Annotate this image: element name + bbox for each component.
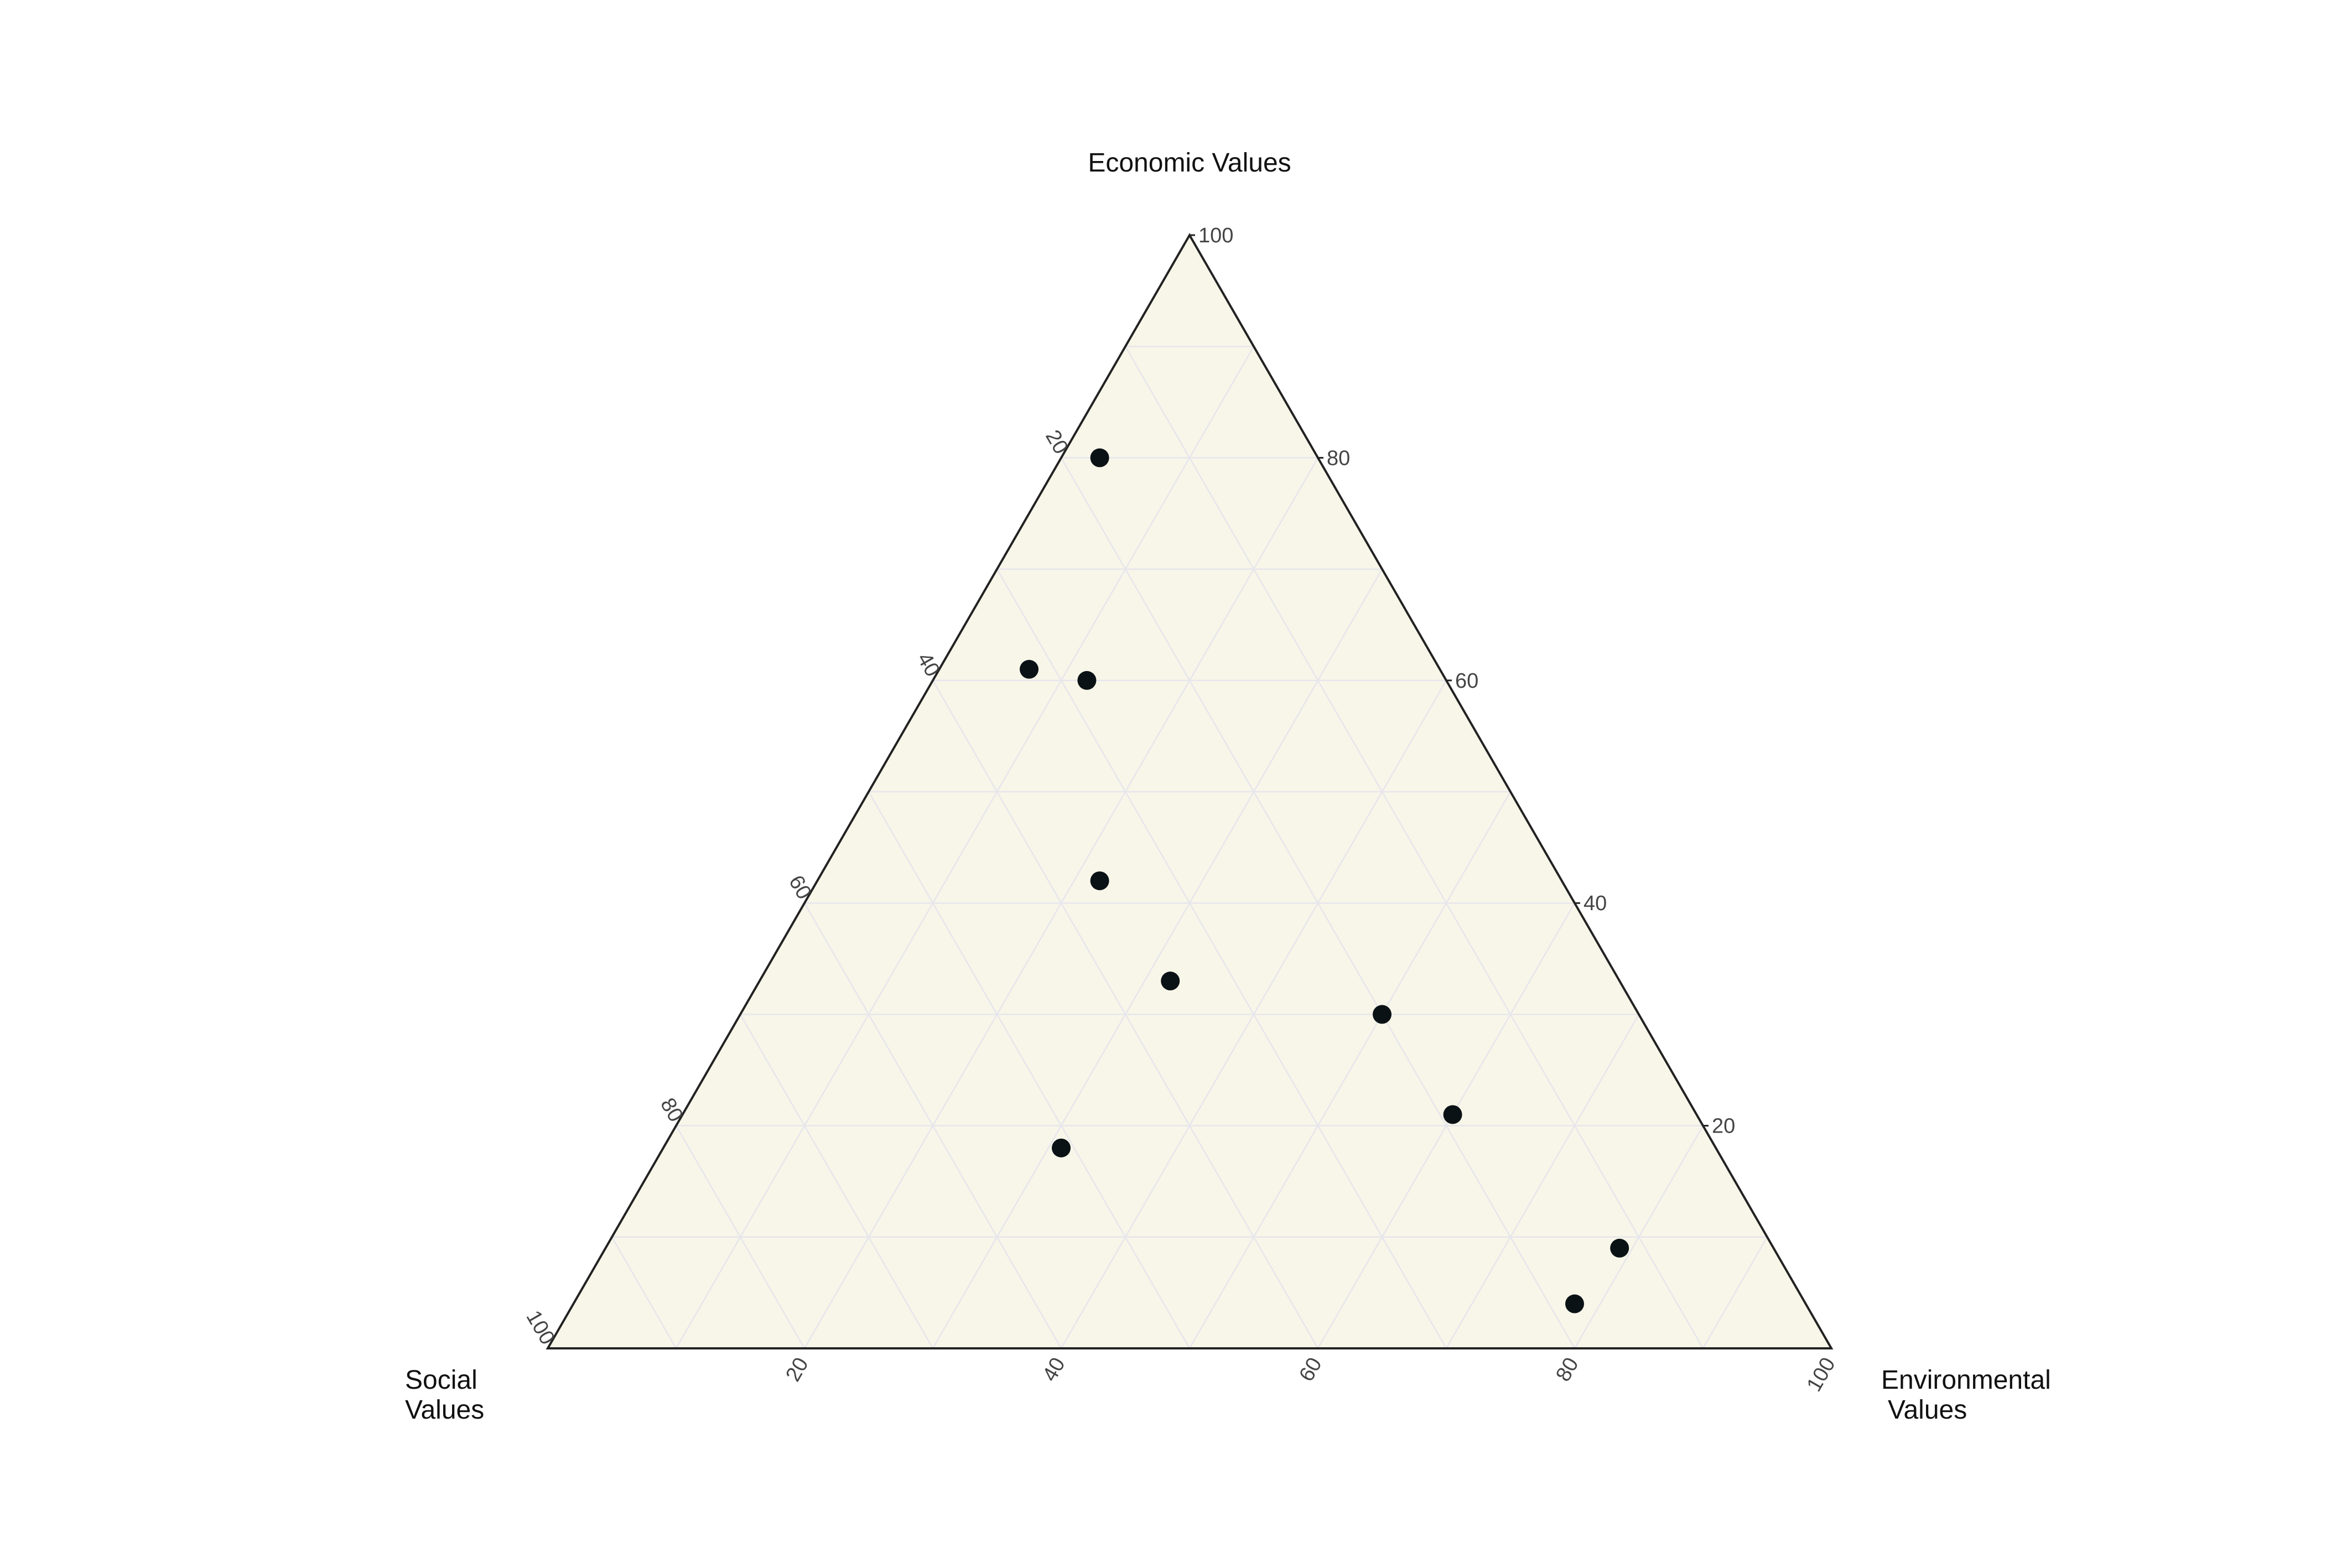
data-point <box>1373 1005 1392 1024</box>
axis-title-social: Social Values <box>405 1365 485 1425</box>
data-point <box>1443 1105 1462 1124</box>
tick-label-economic: 60 <box>1455 669 1478 693</box>
grid-line-environmental <box>1702 1237 1768 1349</box>
grid-line-social <box>868 791 1191 1349</box>
tick-label-economic: 40 <box>1583 892 1607 915</box>
tick-label-environmental: 20 <box>781 1354 813 1386</box>
grid-line-environmental <box>1574 1125 1704 1349</box>
data-point <box>1610 1238 1629 1258</box>
triangle-frame <box>546 232 1834 1349</box>
grid-line-social <box>611 1237 677 1349</box>
tick-label-environmental: 60 <box>1295 1354 1327 1386</box>
tick-label-economic: 20 <box>1712 1115 1735 1138</box>
data-point <box>1090 448 1109 468</box>
grid-line-environmental <box>1445 1014 1640 1349</box>
data-point <box>1052 1138 1071 1157</box>
grid-line-environmental <box>1317 902 1576 1349</box>
grid-line-social <box>675 1125 806 1349</box>
tick-label-environmental: 80 <box>1551 1354 1583 1386</box>
axis-title-environmental-line-1: Environmental <box>1881 1365 2051 1395</box>
axis-title-environmental: Environmental Values <box>1881 1365 2058 1425</box>
axis-title-economic: Economic Values <box>1088 148 1291 178</box>
tick-label-environmental: 100 <box>1803 1354 1840 1396</box>
data-point <box>1090 871 1109 890</box>
data-point <box>1020 660 1039 679</box>
data-points <box>1020 448 1629 1313</box>
axis-title-social-line-2: Values <box>405 1395 484 1425</box>
tick-label-economic: 80 <box>1327 446 1350 470</box>
grid-line-environmental <box>1188 791 1512 1349</box>
tick-label-economic: 100 <box>1198 224 1233 247</box>
data-point <box>1077 671 1097 690</box>
grid-line-environmental <box>675 346 1255 1349</box>
grid-lines <box>611 345 1768 1349</box>
grid-line-social <box>739 1014 934 1349</box>
tick-label-environmental: 40 <box>1038 1354 1070 1386</box>
data-point <box>1161 972 1180 991</box>
axis-title-environmental-line-2: Values <box>1888 1395 1967 1425</box>
grid-line-social <box>803 902 1062 1349</box>
data-point <box>1565 1294 1584 1313</box>
grid-line-social <box>1124 346 1704 1349</box>
axis-title-social-line-1: Social <box>405 1365 477 1395</box>
grid-line-social <box>996 568 1447 1349</box>
grid-line-environmental <box>932 568 1383 1349</box>
